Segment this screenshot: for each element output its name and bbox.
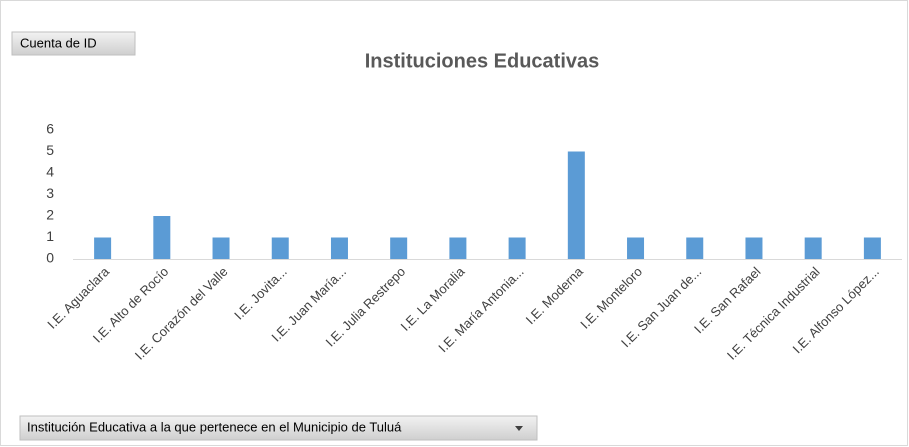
y-tick-label: 5 xyxy=(46,142,54,158)
bar xyxy=(271,237,289,259)
axis-field-label: Institución Educativa a la que pertenece… xyxy=(27,419,402,434)
bar xyxy=(94,237,112,259)
bar xyxy=(449,237,467,259)
value-field-button[interactable] xyxy=(11,31,136,56)
y-tick-label: 4 xyxy=(46,164,54,180)
chart-title: Instituciones Educativas xyxy=(365,50,600,72)
bar xyxy=(330,237,348,259)
bar xyxy=(627,237,645,259)
bar xyxy=(686,237,704,259)
bar xyxy=(508,237,526,259)
axis-field-button[interactable] xyxy=(19,415,538,441)
bar xyxy=(212,237,230,259)
bar xyxy=(745,237,763,259)
bar xyxy=(863,237,881,259)
bar xyxy=(390,237,408,259)
y-tick-label: 6 xyxy=(46,121,54,137)
y-tick-label: 2 xyxy=(46,207,54,223)
y-tick-label: 1 xyxy=(46,228,54,244)
bar xyxy=(567,151,585,259)
bar xyxy=(804,237,822,259)
y-tick-label: 0 xyxy=(46,250,54,266)
value-field-label: Cuenta de ID xyxy=(20,35,97,50)
dropdown-arrow xyxy=(515,426,523,431)
y-tick-label: 3 xyxy=(46,185,54,201)
bar xyxy=(153,216,171,259)
